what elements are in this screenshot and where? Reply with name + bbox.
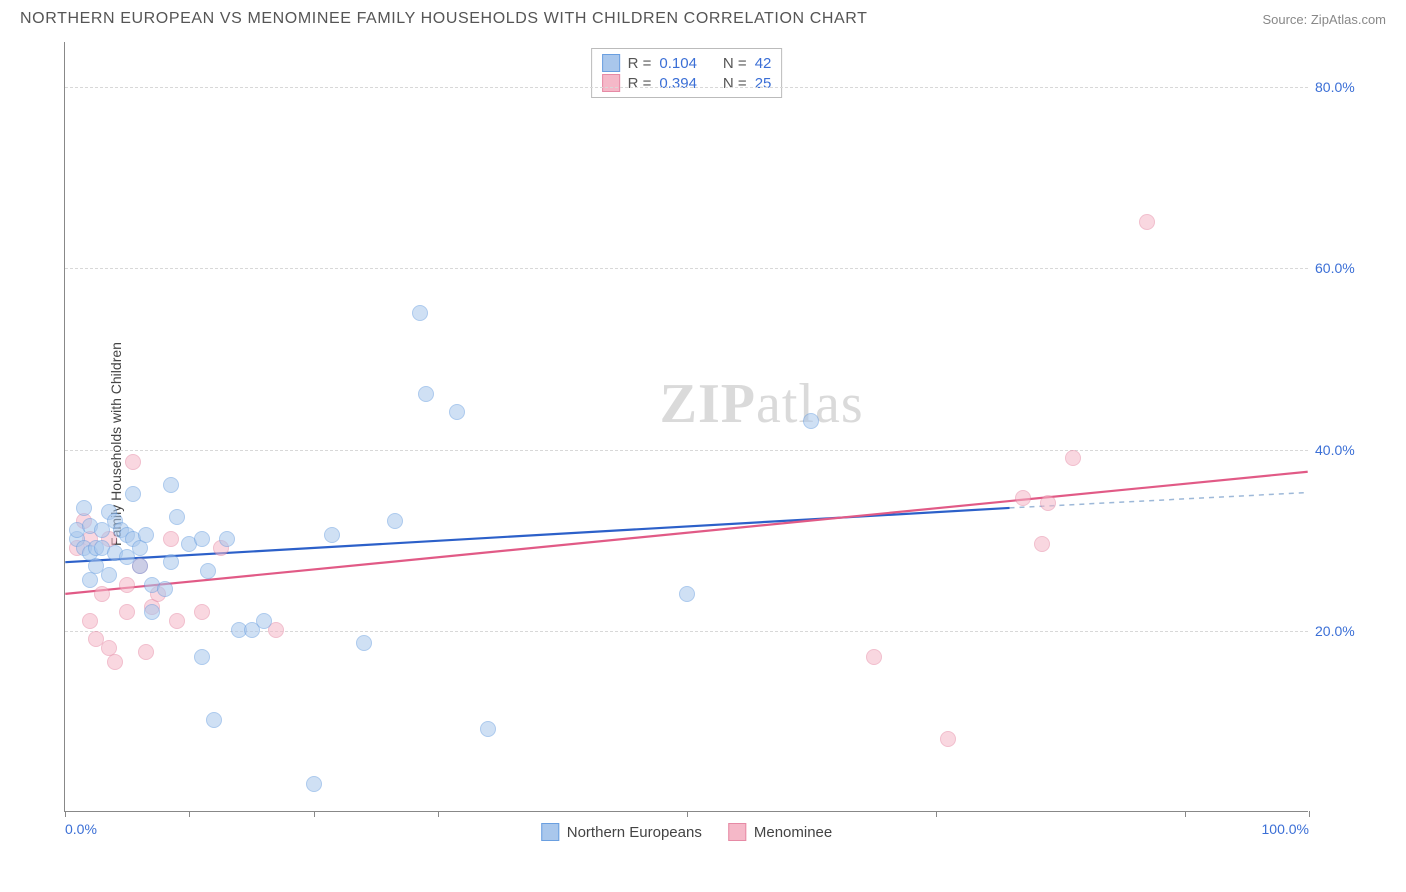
data-point bbox=[163, 531, 179, 547]
chart-container: Family Households with Children ZIPatlas… bbox=[20, 34, 1386, 854]
data-point bbox=[940, 731, 956, 747]
data-point bbox=[125, 454, 141, 470]
data-point bbox=[412, 305, 428, 321]
legend-stats: R = 0.104 N = 42 R = 0.394 N = 25 bbox=[591, 48, 783, 98]
data-point bbox=[679, 586, 695, 602]
data-point bbox=[866, 649, 882, 665]
x-tick-label: 0.0% bbox=[65, 821, 97, 837]
data-point bbox=[1015, 490, 1031, 506]
x-tick bbox=[1185, 811, 1186, 817]
data-point bbox=[82, 613, 98, 629]
data-point bbox=[356, 635, 372, 651]
watermark-zip: ZIP bbox=[660, 373, 756, 435]
data-point bbox=[1040, 495, 1056, 511]
y-tick-label: 80.0% bbox=[1315, 79, 1370, 95]
plot-area: ZIPatlas R = 0.104 N = 42 R = 0.394 N = … bbox=[64, 42, 1308, 812]
data-point bbox=[194, 649, 210, 665]
data-point bbox=[418, 386, 434, 402]
x-tick bbox=[438, 811, 439, 817]
grid-line bbox=[65, 268, 1308, 269]
chart-title: NORTHERN EUROPEAN VS MENOMINEE FAMILY HO… bbox=[20, 10, 868, 28]
x-tick bbox=[687, 811, 688, 817]
n-value-pink: 25 bbox=[755, 75, 772, 92]
data-point bbox=[119, 604, 135, 620]
data-point bbox=[157, 581, 173, 597]
data-point bbox=[387, 513, 403, 529]
data-point bbox=[101, 567, 117, 583]
legend-swatch-blue bbox=[541, 823, 559, 841]
legend-item-blue: Northern Europeans bbox=[541, 823, 702, 841]
legend-item-pink: Menominee bbox=[728, 823, 832, 841]
data-point bbox=[76, 500, 92, 516]
data-point bbox=[219, 531, 235, 547]
r-label: R = bbox=[628, 55, 652, 72]
data-point bbox=[107, 654, 123, 670]
y-tick-label: 40.0% bbox=[1315, 442, 1370, 458]
x-tick bbox=[189, 811, 190, 817]
data-point bbox=[138, 644, 154, 660]
data-point bbox=[1065, 450, 1081, 466]
data-point bbox=[125, 486, 141, 502]
source-text: Source: ZipAtlas.com bbox=[1262, 12, 1386, 27]
grid-line bbox=[65, 87, 1308, 88]
data-point bbox=[169, 613, 185, 629]
data-point bbox=[163, 554, 179, 570]
data-point bbox=[1034, 536, 1050, 552]
legend-series: Northern Europeans Menominee bbox=[541, 823, 832, 841]
data-point bbox=[206, 712, 222, 728]
legend-stats-row-blue: R = 0.104 N = 42 bbox=[602, 53, 772, 73]
data-point bbox=[119, 577, 135, 593]
x-tick bbox=[314, 811, 315, 817]
data-point bbox=[449, 404, 465, 420]
data-point bbox=[256, 613, 272, 629]
data-point bbox=[169, 509, 185, 525]
n-label: N = bbox=[723, 75, 747, 92]
watermark: ZIPatlas bbox=[660, 372, 864, 436]
x-tick bbox=[1309, 811, 1310, 817]
data-point bbox=[480, 721, 496, 737]
y-tick-label: 60.0% bbox=[1315, 260, 1370, 276]
n-label: N = bbox=[723, 55, 747, 72]
legend-swatch-blue bbox=[602, 54, 620, 72]
legend-swatch-pink bbox=[602, 74, 620, 92]
data-point bbox=[1139, 214, 1155, 230]
trend-lines bbox=[65, 42, 1308, 811]
data-point bbox=[324, 527, 340, 543]
data-point bbox=[194, 531, 210, 547]
legend-swatch-pink bbox=[728, 823, 746, 841]
data-point bbox=[194, 604, 210, 620]
data-point bbox=[306, 776, 322, 792]
data-point bbox=[138, 527, 154, 543]
n-value-blue: 42 bbox=[755, 55, 772, 72]
data-point bbox=[803, 413, 819, 429]
data-point bbox=[163, 477, 179, 493]
y-tick-label: 20.0% bbox=[1315, 623, 1370, 639]
data-point bbox=[144, 604, 160, 620]
data-point bbox=[132, 558, 148, 574]
x-tick-label: 100.0% bbox=[1262, 821, 1309, 837]
x-tick bbox=[936, 811, 937, 817]
x-tick bbox=[65, 811, 66, 817]
legend-label-blue: Northern Europeans bbox=[567, 824, 702, 841]
grid-line bbox=[65, 450, 1308, 451]
r-value-pink: 0.394 bbox=[659, 75, 697, 92]
legend-label-pink: Menominee bbox=[754, 824, 832, 841]
legend-stats-row-pink: R = 0.394 N = 25 bbox=[602, 73, 772, 93]
r-label: R = bbox=[628, 75, 652, 92]
data-point bbox=[200, 563, 216, 579]
r-value-blue: 0.104 bbox=[659, 55, 697, 72]
data-point bbox=[94, 586, 110, 602]
